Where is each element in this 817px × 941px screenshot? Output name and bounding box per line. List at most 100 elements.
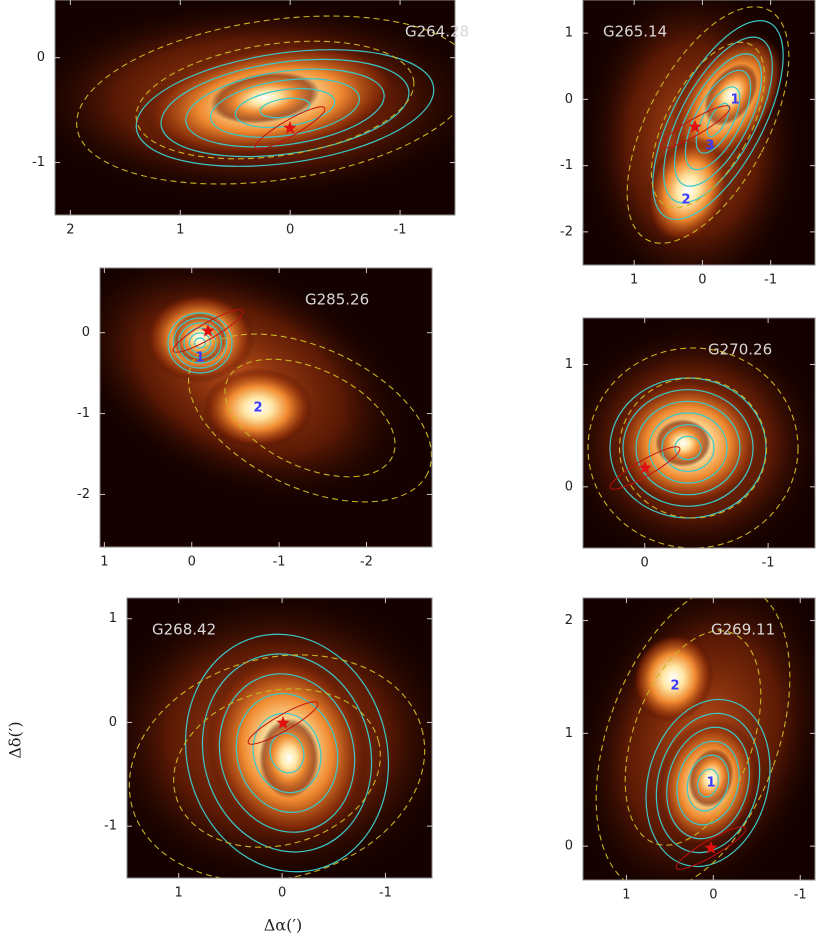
- y-tick-label: 1: [565, 26, 573, 41]
- contour: [185, 68, 385, 148]
- dashed-contour: [587, 347, 799, 548]
- dashed-contour: [128, 654, 426, 878]
- frame: [582, 0, 816, 266]
- frame: [126, 597, 433, 879]
- y-tick-label: 1: [109, 611, 117, 626]
- map-image: [583, 0, 815, 265]
- emission: [655, 419, 711, 467]
- contour: [652, 20, 784, 220]
- contour: [686, 754, 730, 812]
- y-tick-label: 0: [109, 715, 117, 730]
- contour: [622, 389, 754, 507]
- source-label: 2: [681, 193, 690, 208]
- panel-title: G269.11: [711, 621, 775, 639]
- dashed-contour: [76, 15, 455, 185]
- contour: [676, 740, 740, 826]
- contour: [673, 53, 763, 187]
- star-marker: [704, 841, 718, 854]
- contour: [172, 317, 228, 369]
- dashed-contour: [618, 377, 768, 519]
- error-ellipse: [609, 446, 681, 490]
- panel: G268.42 1 0 -1 1 0 -1: [104, 597, 433, 901]
- emission: [203, 368, 313, 448]
- y-tick-label: 2: [565, 613, 573, 628]
- dashed-contour: [187, 333, 432, 503]
- contour: [188, 332, 212, 354]
- error-ellipse: [247, 701, 319, 745]
- x-tick-label: 0: [698, 273, 706, 288]
- error-ellipse: [254, 106, 326, 150]
- error-ellipse: [172, 309, 244, 353]
- frame: [54, 0, 456, 216]
- emission: [259, 718, 319, 798]
- contour: [706, 102, 730, 138]
- contour: [184, 633, 390, 873]
- y-tick-label: 0: [37, 50, 45, 65]
- emission: [632, 633, 714, 723]
- y-tick-label: -1: [32, 155, 45, 170]
- x-tick-label: 0: [286, 223, 294, 238]
- y-tick-label: 0: [82, 325, 90, 340]
- dashed-contour: [595, 598, 791, 880]
- y-axis-label: Δδ(′): [6, 721, 25, 758]
- contour: [655, 712, 761, 854]
- contour: [160, 58, 410, 158]
- contour: [252, 712, 322, 794]
- star-marker: [638, 461, 652, 474]
- contour: [135, 49, 435, 167]
- star-marker: [201, 324, 215, 337]
- x-tick-label: 1: [630, 273, 638, 288]
- contour: [259, 97, 311, 119]
- dashed-contour: [224, 358, 396, 478]
- contour: [684, 69, 752, 171]
- contour: [218, 673, 356, 833]
- contour: [167, 312, 233, 374]
- x-tick-label: 0: [709, 888, 717, 903]
- contour: [663, 36, 773, 204]
- emission: [645, 136, 731, 244]
- x-tick-label: 1: [175, 886, 183, 901]
- panel: G265.14 1 3 2 1 0 -1 1 0 -1 -2: [560, 0, 816, 288]
- contour: [648, 412, 728, 484]
- star-marker: [283, 121, 297, 134]
- frame: [99, 267, 433, 548]
- y-tick-label: -1: [104, 819, 117, 834]
- y-tick-label: 1: [565, 726, 573, 741]
- error-ellipse: [659, 105, 731, 149]
- contour: [178, 322, 222, 364]
- x-tick-label: -2: [360, 555, 373, 570]
- y-tick-label: -2: [77, 487, 90, 502]
- x-tick-label: 1: [622, 888, 630, 903]
- contour: [661, 424, 715, 472]
- x-tick-label: -1: [273, 555, 286, 570]
- contour: [194, 337, 206, 349]
- panel-title: G268.42: [152, 621, 216, 639]
- x-tick-label: 0: [188, 555, 196, 570]
- x-tick-label: 1: [100, 555, 108, 570]
- contour: [645, 698, 771, 868]
- panel-title: G265.14: [603, 23, 667, 41]
- star-marker: [688, 120, 702, 133]
- source-label: 2: [670, 679, 679, 694]
- x-tick-label: 0: [278, 886, 286, 901]
- contour: [269, 732, 305, 774]
- contour: [210, 78, 360, 138]
- panel-title: G264.28: [405, 23, 469, 41]
- panel-title: G285.26: [305, 291, 369, 309]
- dashed-contour: [624, 630, 762, 846]
- source-label: 1: [730, 93, 739, 108]
- map-image: [583, 318, 815, 548]
- source-label: 1: [195, 351, 204, 366]
- y-tick-label: -2: [560, 224, 573, 239]
- panel: G270.26 0 -1 1 0: [565, 317, 816, 571]
- x-axis-label: Δα(′): [264, 916, 302, 935]
- panel: G269.11 2 1 1 0 -1 2 1 0: [565, 597, 816, 903]
- x-tick-label: 1: [176, 223, 184, 238]
- y-tick-label: 0: [565, 479, 573, 494]
- contour: [635, 400, 741, 496]
- y-tick-label: -1: [560, 158, 573, 173]
- y-tick-label: 0: [565, 92, 573, 107]
- star-marker: [276, 716, 290, 729]
- contour: [666, 726, 750, 840]
